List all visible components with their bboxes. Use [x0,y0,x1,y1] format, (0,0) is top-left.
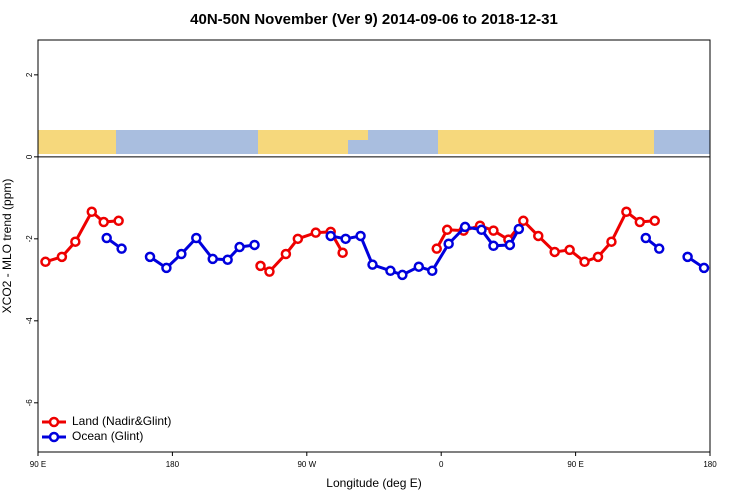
series-line [435,209,655,264]
point [255,260,266,272]
y-tick-label: 0 [25,154,34,159]
chart-title: 40N-50N November (Ver 9) 2014-09-06 to 2… [190,11,558,28]
point [86,206,98,218]
point [488,225,499,236]
point [325,230,336,242]
y-tick-label: 2 [25,72,34,77]
map-strip [38,130,710,154]
point [592,251,604,263]
point [698,262,710,274]
point [176,248,187,260]
point [397,269,408,281]
point [144,251,156,263]
legend-label: Ocean (Glint) [72,429,143,443]
point [504,239,516,251]
point [621,206,632,218]
point [441,224,453,236]
point [280,248,292,260]
point [640,232,652,244]
point [249,239,260,251]
point [476,224,487,236]
point [222,254,233,265]
legend-marker [48,431,60,443]
point [682,251,693,263]
point [459,221,471,233]
point [549,246,560,258]
point [426,265,438,277]
x-tick-label: 180 [703,460,717,469]
plot-frame [37,39,711,453]
point [340,233,351,245]
point [488,240,499,252]
point [191,232,202,244]
point [101,232,112,244]
point [367,259,378,270]
legend-label: Land (Nadir&Glint) [72,414,171,428]
legend-marker [48,416,60,428]
point [113,215,124,227]
point [431,243,442,254]
point [649,215,660,227]
x-axis-label: Longitude (deg E) [326,476,421,490]
point [579,256,590,268]
point [337,247,348,259]
x-tick-label: 180 [166,460,180,469]
point [413,261,425,272]
point [264,266,275,277]
point [116,243,127,254]
point [292,233,304,245]
point [310,227,322,238]
point [513,223,525,235]
x-tick-label: 90 E [30,460,46,469]
x-tick-label: 90 W [297,460,316,469]
y-tick-label: -2 [25,235,34,243]
point [653,243,665,254]
x-tick-label: 0 [439,460,444,469]
y-axis-label: XCO2 - MLO trend (ppm) [0,179,14,314]
point [533,230,544,242]
point [518,215,529,227]
point [161,262,172,274]
y-tick-label: -6 [25,399,34,407]
point [207,253,218,265]
point [606,236,617,247]
point [40,256,51,268]
point [56,251,68,263]
point [234,241,245,253]
point [355,230,366,242]
point [443,238,454,249]
y-tick-label: -4 [25,317,34,325]
point [564,244,575,256]
x-tick-label: 90 E [567,460,583,469]
point [634,216,646,228]
point [70,236,81,247]
point [385,265,396,277]
point [98,216,109,228]
